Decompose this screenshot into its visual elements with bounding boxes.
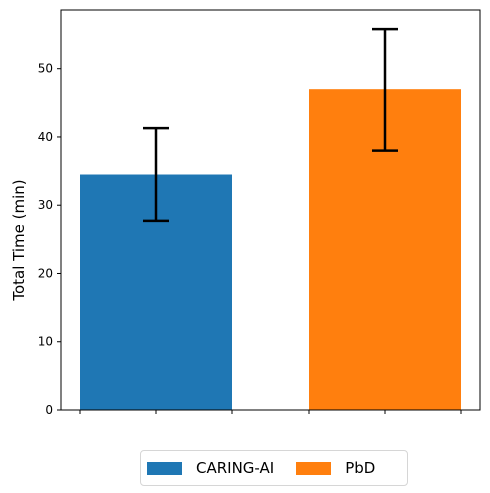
legend-label-caring-ai: CARING-AI: [196, 459, 275, 477]
plot-area: [60, 9, 481, 411]
y-axis-ticks: 0 10 20 30 40 50: [38, 62, 61, 417]
axes-frame: [60, 9, 481, 411]
legend-item-caring-ai: CARING-AI: [147, 459, 274, 477]
legend-swatch-pbd: [296, 461, 332, 475]
y-tick-label-50: 50: [38, 62, 53, 76]
x-axis-ticks: [79, 410, 462, 414]
y-tick-label-0: 0: [45, 403, 53, 417]
legend: CARING-AI PbD: [140, 450, 408, 486]
y-tick-label-20: 20: [38, 266, 53, 280]
y-tick-label-40: 40: [38, 130, 53, 144]
legend-swatch-caring-ai: [147, 461, 182, 475]
y-tick-label-30: 30: [38, 198, 53, 212]
legend-label-pbd: PbD: [345, 459, 376, 477]
y-axis-label: Total Time (min): [10, 179, 28, 301]
legend-item-pbd: PbD: [296, 459, 375, 477]
y-tick-label-10: 10: [38, 335, 53, 349]
